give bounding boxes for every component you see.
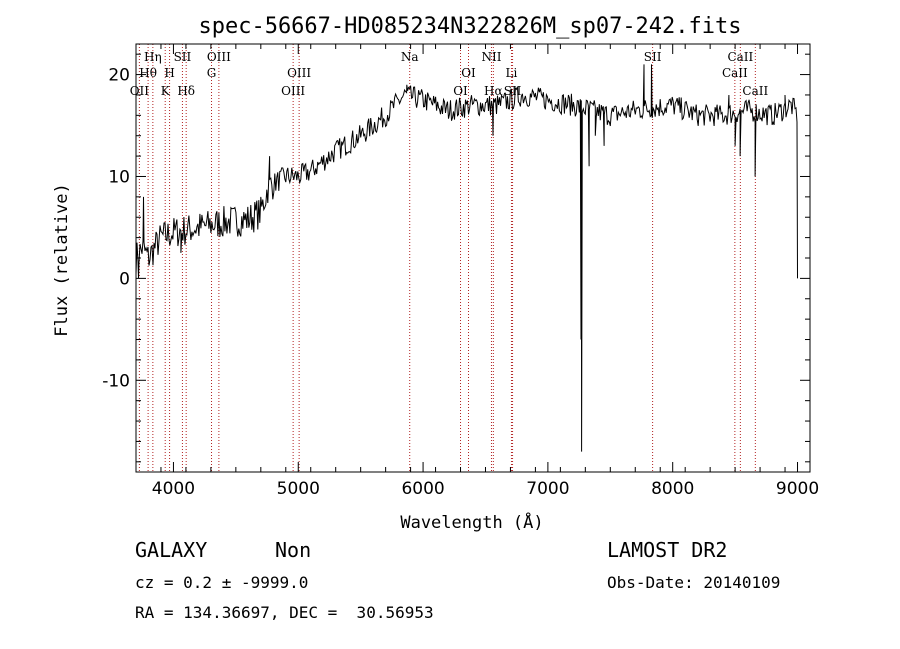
- spectral-line-label: OII: [130, 84, 150, 98]
- coordinates-readout: RA = 134.36697, DEC = 30.56953: [135, 603, 434, 622]
- spectral-line-label: Li: [506, 66, 518, 80]
- spectral-line-label: SII: [644, 50, 662, 64]
- spectral-line-label: K: [161, 84, 171, 98]
- spectral-line-label: G: [207, 66, 217, 80]
- x-tick-label: 5000: [277, 479, 320, 499]
- spectral-line-label: Hδ: [177, 84, 195, 98]
- spectral-line-label: OIII: [287, 66, 311, 80]
- y-tick-label: -10: [102, 371, 130, 391]
- x-tick-label: 9000: [776, 479, 819, 499]
- y-tick-label: 20: [108, 66, 130, 86]
- y-axis-label: Flux (relative): [52, 183, 72, 337]
- spectral-line-label: NII: [481, 50, 501, 64]
- plot-frame: [135, 43, 811, 473]
- spectral-line-label: SII: [504, 84, 522, 98]
- axis-ticks: 4000 5000 6000 7000 8000 9000 -10 0 10 20: [102, 44, 819, 499]
- redshift-readout: cz = 0.2 ± -9999.0: [135, 573, 309, 592]
- spectral-line-label: Na: [401, 50, 419, 64]
- spectral-line-label: OI: [461, 66, 476, 80]
- y-tick-label: 10: [108, 167, 130, 187]
- spectral-line-labels: OIIHθHηKHSIIHδGOIIIOIIIOIIINaOIOINIIHαLi…: [130, 50, 769, 98]
- x-tick-label: 4000: [152, 479, 195, 499]
- survey-name: LAMOST DR2: [607, 538, 728, 562]
- spectral-line-label: Hη: [144, 50, 162, 64]
- x-tick-label: 6000: [401, 479, 444, 499]
- spectral-line-label: OIII: [207, 50, 231, 64]
- object-subclass: Non: [275, 538, 312, 562]
- spectral-line-label: OI: [453, 84, 468, 98]
- spectral-line-label: CaII: [742, 84, 768, 98]
- y-tick-label: 0: [119, 269, 130, 289]
- spectrum-series-line: [135, 64, 798, 452]
- x-axis-label: Wavelength (Å): [400, 511, 543, 533]
- spectral-line-label: CaII: [722, 66, 748, 80]
- x-tick-label: 7000: [526, 479, 569, 499]
- observation-date: Obs-Date: 20140109: [607, 573, 781, 592]
- spectral-line-label: Hθ: [139, 66, 157, 80]
- x-tick-label: 8000: [651, 479, 694, 499]
- object-class: GALAXY: [135, 538, 208, 562]
- spectral-line-label: Hα: [484, 84, 503, 98]
- spectral-line-markers: [138, 44, 756, 472]
- chart-title: spec-56667-HD085234N322826M_sp07-242.fit…: [198, 14, 741, 39]
- spectral-line-label: H: [164, 66, 174, 80]
- spectral-line-label: SII: [174, 50, 192, 64]
- spectral-line-label: CaII: [727, 50, 753, 64]
- spectral-line-label: OIII: [281, 84, 305, 98]
